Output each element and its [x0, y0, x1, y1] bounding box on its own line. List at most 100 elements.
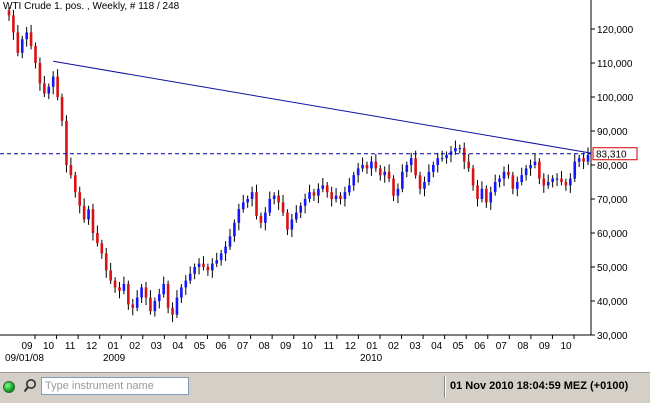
x-year-label: 2009 [103, 353, 126, 364]
candle-body [153, 301, 157, 312]
candle-body [370, 161, 373, 169]
trendline [53, 60, 592, 154]
candle-body [529, 165, 532, 169]
candle-body [7, 10, 11, 16]
x-month-label: 08 [517, 341, 529, 352]
candle-body [458, 148, 462, 149]
candle-body [524, 168, 528, 176]
magnifier-icon[interactable] [23, 378, 37, 394]
candle-body [378, 168, 382, 176]
x-month-label: 03 [151, 341, 163, 352]
candle-body [264, 212, 267, 223]
candle-body [520, 175, 524, 182]
candle-body [100, 243, 104, 254]
status-datetime: 01 Nov 2010 18:04:59 MEZ (+0100) [450, 380, 629, 392]
candle-body [493, 182, 497, 193]
candle-body [38, 63, 42, 84]
instrument-search-input[interactable] [41, 377, 189, 395]
candle-body [365, 165, 369, 169]
candle-body [334, 195, 338, 199]
candle-body [392, 178, 395, 196]
candle-body [538, 161, 541, 179]
candle-body [113, 280, 117, 288]
candle-body [485, 188, 488, 203]
candle-body [449, 151, 453, 155]
candle-body [582, 158, 585, 162]
candle-body [502, 171, 506, 179]
candle-body [144, 287, 148, 298]
candle-body [533, 161, 537, 165]
x-month-label: 05 [194, 341, 206, 352]
candle-body [184, 280, 188, 288]
candle-body [193, 267, 196, 274]
y-tick-label: 30,000 [597, 331, 628, 342]
y-tick-label: 100,000 [597, 93, 634, 104]
candle-body [507, 171, 510, 176]
candle-body [564, 182, 568, 186]
candle-body [175, 297, 179, 315]
candle-body [480, 188, 484, 199]
x-month-label: 03 [410, 341, 422, 352]
x-month-label: 10 [43, 341, 55, 352]
y-tick-label: 110,000 [597, 59, 633, 70]
x-month-label: 02 [388, 341, 400, 352]
x-month-label: 12 [86, 341, 98, 352]
y-tick-label: 70,000 [597, 195, 628, 206]
x-month-label: 09 [280, 341, 292, 352]
x-month-label: 05 [453, 341, 465, 352]
candle-body [387, 171, 391, 179]
current-price-box [592, 147, 638, 161]
candle-body [131, 304, 135, 308]
y-tick-label: 80,000 [597, 161, 628, 172]
candle-body [352, 175, 356, 186]
candle-body [215, 260, 219, 264]
candle-body [197, 263, 201, 267]
candle-body [91, 209, 95, 233]
candle-body [127, 284, 130, 305]
candle-body [73, 175, 77, 193]
candle-body [219, 253, 223, 261]
candle-body [321, 185, 325, 189]
candle-body [511, 175, 515, 189]
x-month-label: 10 [302, 341, 314, 352]
candle-body [414, 158, 417, 176]
candle-body [573, 161, 577, 179]
candle-body [356, 168, 360, 176]
candle-body [25, 32, 28, 40]
candle-body [60, 97, 64, 121]
candle-body [476, 185, 479, 199]
candle-body [87, 209, 90, 220]
candle-body [454, 148, 457, 152]
candle-body [325, 185, 329, 193]
candle-body [467, 161, 470, 169]
candle-body [462, 148, 466, 162]
x-month-label: 04 [172, 341, 184, 352]
candle-body [51, 76, 55, 87]
candle-body [299, 205, 303, 213]
candle-body [29, 32, 33, 46]
candle-body [427, 171, 431, 182]
x-month-label: 01 [108, 341, 120, 352]
candle-body [171, 307, 174, 315]
candle-body [546, 182, 550, 186]
candle-body [555, 178, 559, 180]
x-month-label: 07 [496, 341, 508, 352]
candle-body [374, 161, 378, 169]
candle-body [396, 188, 400, 196]
candle-body [166, 284, 170, 308]
candle-body [188, 273, 192, 281]
green-circle-icon[interactable] [3, 381, 15, 393]
candle-body [409, 158, 413, 165]
candle-body [162, 284, 165, 295]
x-month-label: 12 [345, 341, 357, 352]
x-year-label: 2010 [360, 353, 383, 364]
candle-body [290, 219, 294, 230]
x-month-label: 11 [65, 341, 76, 352]
candle-body [237, 209, 241, 223]
candle-body [542, 178, 546, 186]
candle-body [348, 185, 351, 193]
candle-body [418, 175, 422, 189]
candle-body [180, 287, 183, 298]
candle-body [34, 46, 37, 63]
candle-body [206, 267, 210, 271]
